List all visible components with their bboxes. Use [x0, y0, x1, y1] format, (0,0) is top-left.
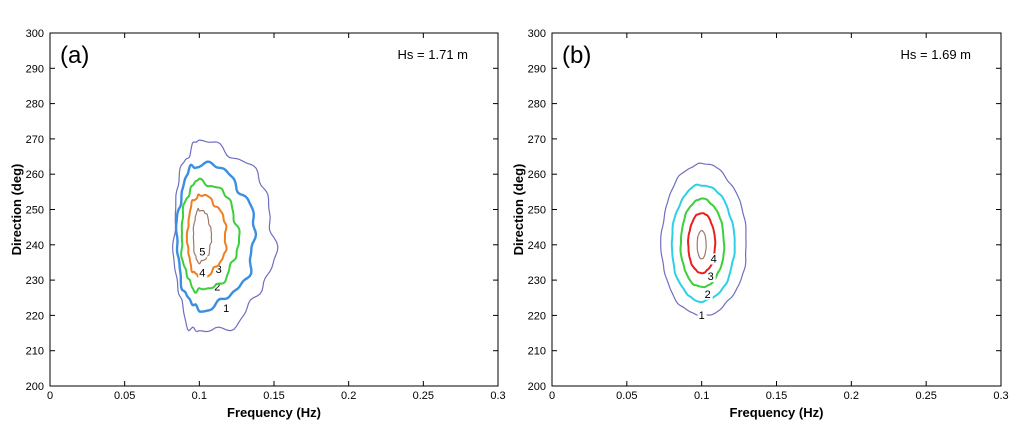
contour-level-label: 4: [199, 268, 205, 280]
contour-line-4: [687, 212, 717, 275]
x-tick-label: 0.25: [413, 390, 434, 402]
x-axis-label: Frequency (Hz): [730, 405, 824, 420]
plot-area: [551, 32, 1002, 387]
x-tick-label: 0: [549, 390, 555, 402]
contour-label-bg: [709, 253, 719, 265]
y-tick-label: 200: [528, 381, 546, 393]
contour-level-label: 4: [711, 253, 717, 265]
contour-line-1: [172, 139, 279, 333]
contour-label-bg: [198, 246, 208, 258]
y-tick-label: 200: [26, 381, 44, 393]
x-tick-label: 0.05: [114, 390, 135, 402]
y-tick-label: 210: [26, 346, 44, 358]
contour-level-label: 3: [216, 264, 222, 276]
contour-line-1: [660, 162, 747, 316]
x-tick-label: 0.1: [694, 390, 709, 402]
panel-label: (a): [60, 42, 89, 69]
x-tick-label: 0.2: [341, 390, 356, 402]
contour-line-2: [670, 183, 736, 304]
y-tick-label: 260: [26, 169, 44, 181]
y-tick-label: 260: [528, 169, 546, 181]
x-tick-label: 0.2: [844, 390, 859, 402]
hs-annotation: Hs = 1.71 m: [398, 47, 468, 62]
x-tick-label: 0.15: [263, 390, 284, 402]
contour-label-bg: [214, 264, 224, 276]
y-tick-label: 220: [26, 310, 44, 322]
contour-label-bg: [213, 281, 223, 293]
hs-annotation: Hs = 1.69 m: [901, 47, 971, 62]
y-tick-label: 300: [26, 28, 44, 40]
plot-area: [49, 32, 499, 387]
x-tick-label: 0.05: [616, 390, 637, 402]
contour-label-bg: [703, 288, 713, 300]
x-tick-label: 0.25: [915, 390, 936, 402]
y-tick-label: 220: [528, 310, 546, 322]
contour-line-2: [174, 160, 258, 313]
contour-line-5: [192, 207, 213, 265]
y-tick-label: 270: [26, 134, 44, 146]
x-axis-label: Frequency (Hz): [227, 405, 321, 420]
y-tick-label: 280: [528, 99, 546, 111]
y-tick-label: 240: [528, 240, 546, 252]
y-tick-label: 230: [26, 275, 44, 287]
y-tick-label: 280: [26, 99, 44, 111]
x-tick-label: 0.15: [766, 390, 787, 402]
contour-level-label: 3: [708, 271, 714, 283]
contour-label-bg: [697, 309, 707, 321]
y-tick-label: 230: [528, 275, 546, 287]
x-tick-label: 0: [47, 390, 53, 402]
y-tick-label: 250: [26, 205, 44, 217]
contour-line-3: [180, 177, 241, 294]
contour-level-label: 2: [214, 282, 220, 294]
y-tick-label: 250: [528, 205, 546, 217]
panel-label: (b): [562, 42, 591, 69]
contour-label-bg: [706, 271, 716, 283]
contour-panel-b: 200 210 220 230 240 250 260 270 280 290 300 0 0.05 0.…: [511, 28, 1009, 420]
contour-level-label: 2: [705, 289, 711, 301]
x-tick-label: 0.3: [490, 390, 505, 402]
contour-level-label: 1: [699, 310, 705, 322]
y-tick-label: 210: [528, 346, 546, 358]
contour-line-4: [185, 193, 228, 279]
x-tick-label: 0.1: [192, 390, 207, 402]
contour-level-label: 1: [223, 303, 229, 315]
contour-line-5: [696, 229, 707, 260]
y-tick-label: 240: [26, 240, 44, 252]
x-tick-label: 0.3: [993, 390, 1008, 402]
y-axis-label: Direction (deg): [511, 164, 526, 256]
y-axis-label: Direction (deg): [9, 164, 24, 256]
contour-panel-a: 200 210 220 230 240 250 260 270 280 290 300 0 0.05 0.…: [9, 28, 506, 420]
contour-label-bg: [198, 267, 208, 279]
y-tick-label: 290: [26, 63, 44, 75]
y-tick-label: 290: [528, 63, 546, 75]
y-tick-label: 270: [528, 134, 546, 146]
contour-level-label: 5: [199, 246, 205, 258]
y-tick-label: 300: [528, 28, 546, 40]
contour-label-bg: [222, 302, 232, 314]
